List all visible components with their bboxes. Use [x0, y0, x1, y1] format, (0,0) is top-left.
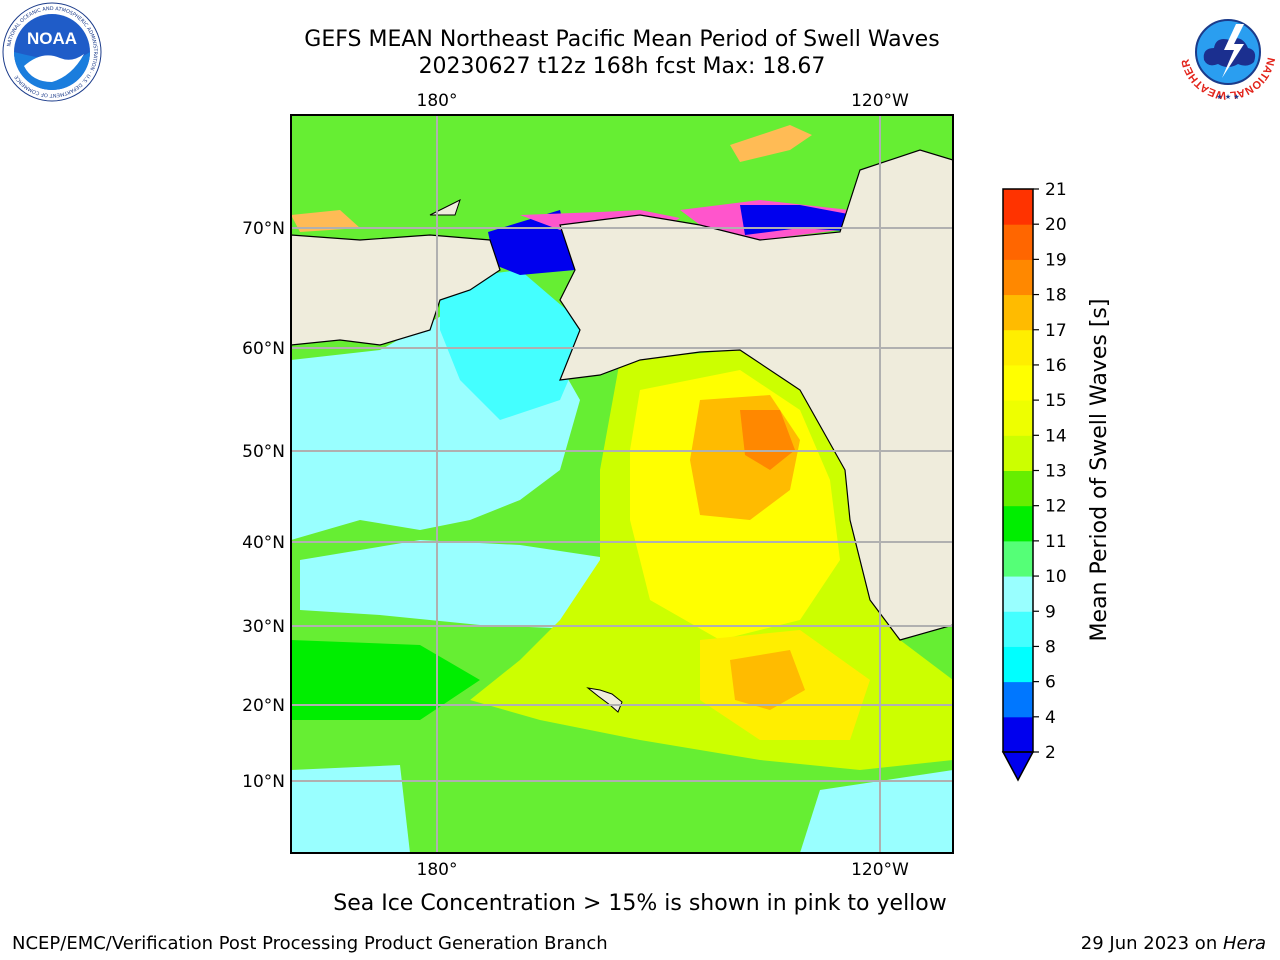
map-plot-area — [291, 115, 953, 853]
land-siberia — [291, 234, 501, 346]
colorbar-swatch — [1003, 611, 1033, 647]
nws-logo: NATIONAL WEATHER SERVICE ★ ★ ★ — [1178, 2, 1277, 101]
colorbar-swatch — [1003, 681, 1033, 718]
colorbar-tick-label: 9 — [1045, 602, 1056, 622]
colorbar-underflow-triangle — [1001, 751, 1035, 782]
land-north-america — [559, 149, 953, 641]
colorbar-swatch — [1003, 646, 1033, 683]
colorbar-swatches — [1001, 188, 1035, 782]
short-period-region-southeast — [800, 770, 953, 853]
colorbar-swatch — [1003, 505, 1033, 542]
colorbar-tick-label: 4 — [1045, 708, 1056, 728]
colorbar-swatch — [1003, 364, 1033, 401]
graticule — [291, 115, 953, 853]
sea-ice-orange-patch — [730, 125, 812, 162]
colorbar-swatch — [1003, 189, 1033, 225]
colorbar-tick-label: 17 — [1045, 321, 1067, 341]
colorbar-tick-label: 21 — [1045, 180, 1067, 200]
noaa-logo: NOAA NATIONAL OCEANIC AND ATMOSPHERIC AD… — [2, 2, 102, 102]
noaa-logo-text: NOAA — [27, 29, 77, 48]
colorbar-swatch — [1003, 400, 1033, 436]
colorbar-tick-label: 20 — [1045, 215, 1067, 235]
colorbar-tick-label: 19 — [1045, 250, 1067, 270]
colorbar-tick-label: 2 — [1045, 743, 1056, 763]
sea-ice-caption: Sea Ice Concentration > 15% is shown in … — [333, 891, 947, 916]
colorbar-tick-label: 15 — [1045, 391, 1067, 411]
sea-ice-orange-west — [291, 210, 360, 232]
colorbar-tick-label: 11 — [1045, 532, 1067, 552]
colorbar-tick-label: 8 — [1045, 637, 1056, 657]
colorbar-swatch — [1003, 540, 1033, 577]
credit-line: NCEP/EMC/Verification Post Processing Pr… — [12, 933, 608, 954]
top-lon-label-180: 180° — [417, 91, 458, 111]
date-text: 29 Jun 2023 on — [1080, 933, 1223, 954]
svg-text:★ ★ ★: ★ ★ ★ — [1216, 93, 1239, 101]
bottom-lon-label-180: 180° — [417, 860, 458, 880]
colorbar-tick-label: 14 — [1045, 426, 1067, 446]
colorbar-swatch — [1003, 294, 1033, 331]
bering-sea-region — [440, 270, 590, 420]
colorbar-tick-label: 13 — [1045, 462, 1067, 482]
colorbar-swatch — [1003, 716, 1033, 753]
lat-label-60n: 60°N — [242, 339, 285, 359]
colorbar-swatch — [1003, 470, 1033, 507]
colorbar-swatch — [1003, 224, 1033, 260]
lat-label-40n: 40°N — [242, 533, 285, 553]
colorbar-tick-label: 12 — [1045, 497, 1067, 517]
green-band-west — [291, 640, 480, 720]
top-lon-label-120w: 120°W — [851, 91, 909, 111]
machine-name: Hera — [1222, 933, 1266, 954]
lat-label-70n: 70°N — [242, 219, 285, 239]
colorbar-swatch — [1003, 259, 1033, 296]
colorbar-swatch — [1003, 576, 1033, 612]
colorbar-tick-label: 16 — [1045, 356, 1067, 376]
lat-label-10n: 10°N — [242, 772, 285, 792]
colorbar-swatch — [1003, 329, 1033, 366]
short-period-region-south — [291, 765, 410, 853]
bottom-lon-label-120w: 120°W — [851, 860, 909, 880]
colorbar-ticks: 2 4 6 8 9 10 11 12 13 14 15 16 17 18 19 20 21 — [1033, 180, 1067, 763]
date-line: 29 Jun 2023 on Hera — [1081, 933, 1266, 954]
lat-label-20n: 20°N — [242, 696, 285, 716]
colorbar-label: Mean Period of Swell Waves [s] — [1087, 299, 1112, 642]
chart-title: GEFS MEAN Northeast Pacific Mean Period … — [304, 27, 940, 52]
map-frame — [290, 114, 954, 854]
lat-label-50n: 50°N — [242, 442, 285, 462]
chart-subtitle: 20230627 t12z 168h fcst Max: 18.67 — [418, 54, 826, 79]
colorbar-tick-label: 18 — [1045, 286, 1067, 306]
colorbar-tick-label: 6 — [1045, 673, 1056, 693]
colorbar-tick-label: 10 — [1045, 567, 1067, 587]
peak-swell-region-south — [730, 650, 805, 710]
peak-swell-core-north — [740, 410, 795, 470]
lat-label-30n: 30°N — [242, 617, 285, 637]
colorbar-swatch — [1003, 435, 1033, 471]
